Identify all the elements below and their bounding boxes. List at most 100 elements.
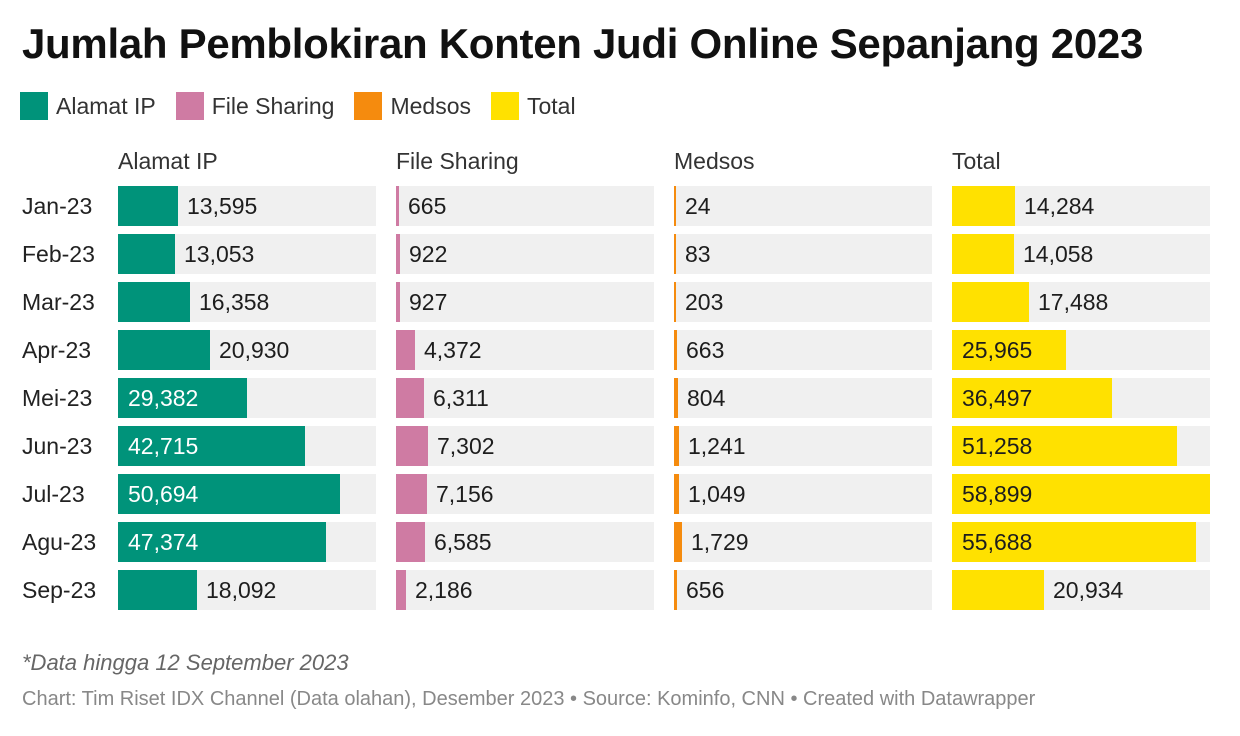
value-label-alamat-ip-mar-23: 16,358: [199, 289, 270, 315]
bar-medsos-apr-23: [674, 330, 677, 370]
bar-file-sharing-feb-23: [396, 234, 400, 274]
row-label-sep-23: Sep-23: [22, 577, 97, 603]
bar-track: 922: [396, 234, 654, 274]
legend-label-file-sharing: File Sharing: [211, 92, 335, 119]
bar-alamat-ip-agu-23: [118, 522, 326, 562]
bar-total-sep-23: [952, 570, 1044, 610]
bar-alamat-ip-mei-23: [118, 378, 247, 418]
bar-total-jul-23: [952, 474, 1210, 514]
bar-track: 6,311: [396, 378, 654, 418]
bar-track: 7,302: [396, 426, 654, 466]
value-label-alamat-ip-sep-23: 18,092: [206, 577, 277, 603]
bar-file-sharing-jul-23: [396, 474, 427, 514]
value-label-file-sharing-mei-23: 6,311: [433, 385, 489, 411]
bar-file-sharing-mei-23: [396, 378, 424, 418]
footnote: *Data hingga 12 September 2023: [22, 650, 349, 675]
bar-file-sharing-apr-23: [396, 330, 415, 370]
column-header-total: Total: [952, 148, 1001, 174]
bar-track: 7,156: [396, 474, 654, 514]
value-label-alamat-ip-apr-23: 20,930: [219, 337, 290, 363]
value-label-total-feb-23: 14,058: [1023, 241, 1094, 267]
value-label-medsos-sep-23: 656: [686, 577, 725, 603]
row-label-jul-23: Jul-23: [22, 481, 85, 507]
bar-track: 29,382: [118, 378, 376, 418]
bar-file-sharing-sep-23: [396, 570, 406, 610]
value-label-medsos-apr-23: 663: [686, 337, 725, 363]
bar-alamat-ip-apr-23: [118, 330, 210, 370]
column-header-alamat-ip: Alamat IP: [118, 148, 218, 174]
legend-swatch-alamat-ip: [20, 92, 48, 120]
bar-track: 804: [674, 378, 932, 418]
bar-medsos-jun-23: [674, 426, 679, 466]
column-header-file-sharing: File Sharing: [396, 148, 519, 174]
bar-track: 13,053: [118, 234, 376, 274]
bar-track: 18,092: [118, 570, 376, 610]
bar-track: 58,899: [952, 474, 1210, 514]
bar-track: 663: [674, 330, 932, 370]
value-label-medsos-mar-23: 203: [685, 289, 724, 315]
bar-track: 13,595: [118, 186, 376, 226]
bar-alamat-ip-jul-23: [118, 474, 340, 514]
legend-swatch-file-sharing: [175, 92, 204, 120]
bar-file-sharing-agu-23: [396, 522, 425, 562]
bar-file-sharing-mar-23: [396, 282, 400, 322]
bar-track: 4,372: [396, 330, 654, 370]
legend-swatch-total: [491, 92, 519, 120]
bar-total-jan-23: [952, 186, 1015, 226]
value-label-file-sharing-agu-23: 6,585: [434, 529, 492, 555]
bar-track: 50,694: [118, 474, 376, 514]
value-label-alamat-ip-feb-23: 13,053: [184, 241, 255, 267]
bar-medsos-jan-23: [674, 186, 676, 226]
chart-title: Jumlah Pemblokiran Konten Judi Online Se…: [22, 20, 1144, 67]
value-label-total-mar-23: 17,488: [1038, 289, 1109, 315]
value-label-total-sep-23: 20,934: [1053, 577, 1124, 603]
bar-track: 6,585: [396, 522, 654, 562]
value-label-medsos-agu-23: 1,729: [691, 529, 749, 555]
bar-alamat-ip-jan-23: [118, 186, 178, 226]
legend-item-alamat-ip: Alamat IP: [20, 92, 156, 120]
bar-track: 1,049: [674, 474, 932, 514]
value-label-alamat-ip-jul-23: 50,694: [128, 481, 199, 507]
value-label-total-jun-23: 51,258: [962, 433, 1033, 459]
value-label-file-sharing-feb-23: 922: [409, 241, 448, 267]
value-label-file-sharing-apr-23: 4,372: [424, 337, 482, 363]
legend-item-total: Total: [491, 92, 576, 120]
bar-medsos-mar-23: [674, 282, 676, 322]
row-label-mar-23: Mar-23: [22, 289, 95, 315]
bar-track: 24: [674, 186, 932, 226]
row-label-jun-23: Jun-23: [22, 433, 93, 459]
row-label-agu-23: Agu-23: [22, 529, 97, 555]
value-label-file-sharing-jun-23: 7,302: [437, 433, 495, 459]
bar-track: 1,241: [674, 426, 932, 466]
bar-track: 51,258: [952, 426, 1210, 466]
bar-total-mar-23: [952, 282, 1029, 322]
bar-file-sharing-jan-23: [396, 186, 399, 226]
legend-label-total: Total: [527, 92, 576, 119]
bar-medsos-mei-23: [674, 378, 678, 418]
value-label-total-apr-23: 25,965: [962, 337, 1033, 363]
bar-track: 36,497: [952, 378, 1210, 418]
value-label-alamat-ip-mei-23: 29,382: [128, 385, 199, 411]
column-header-medsos: Medsos: [674, 148, 755, 174]
bar-track: 17,488: [952, 282, 1210, 322]
legend-swatch-medsos: [354, 92, 383, 120]
bar-track: 14,058: [952, 234, 1210, 274]
row-label-apr-23: Apr-23: [22, 337, 92, 363]
bar-track: 14,284: [952, 186, 1210, 226]
value-label-medsos-jul-23: 1,049: [688, 481, 746, 507]
value-label-total-jul-23: 58,899: [962, 481, 1033, 507]
row-label-feb-23: Feb-23: [22, 241, 95, 267]
legend-label-alamat-ip: Alamat IP: [56, 92, 156, 119]
bar-track: 42,715: [118, 426, 376, 466]
bar-track: 656: [674, 570, 932, 610]
value-label-alamat-ip-jun-23: 42,715: [128, 433, 199, 459]
bar-medsos-jul-23: [674, 474, 679, 514]
bar-medsos-agu-23: [674, 522, 682, 562]
value-label-file-sharing-jul-23: 7,156: [436, 481, 494, 507]
value-label-total-agu-23: 55,688: [962, 529, 1033, 555]
legend-item-file-sharing: File Sharing: [175, 92, 335, 120]
bar-medsos-feb-23: [674, 234, 676, 274]
bar-track: 47,374: [118, 522, 376, 562]
value-label-file-sharing-sep-23: 2,186: [415, 577, 473, 603]
bar-file-sharing-jun-23: [396, 426, 428, 466]
